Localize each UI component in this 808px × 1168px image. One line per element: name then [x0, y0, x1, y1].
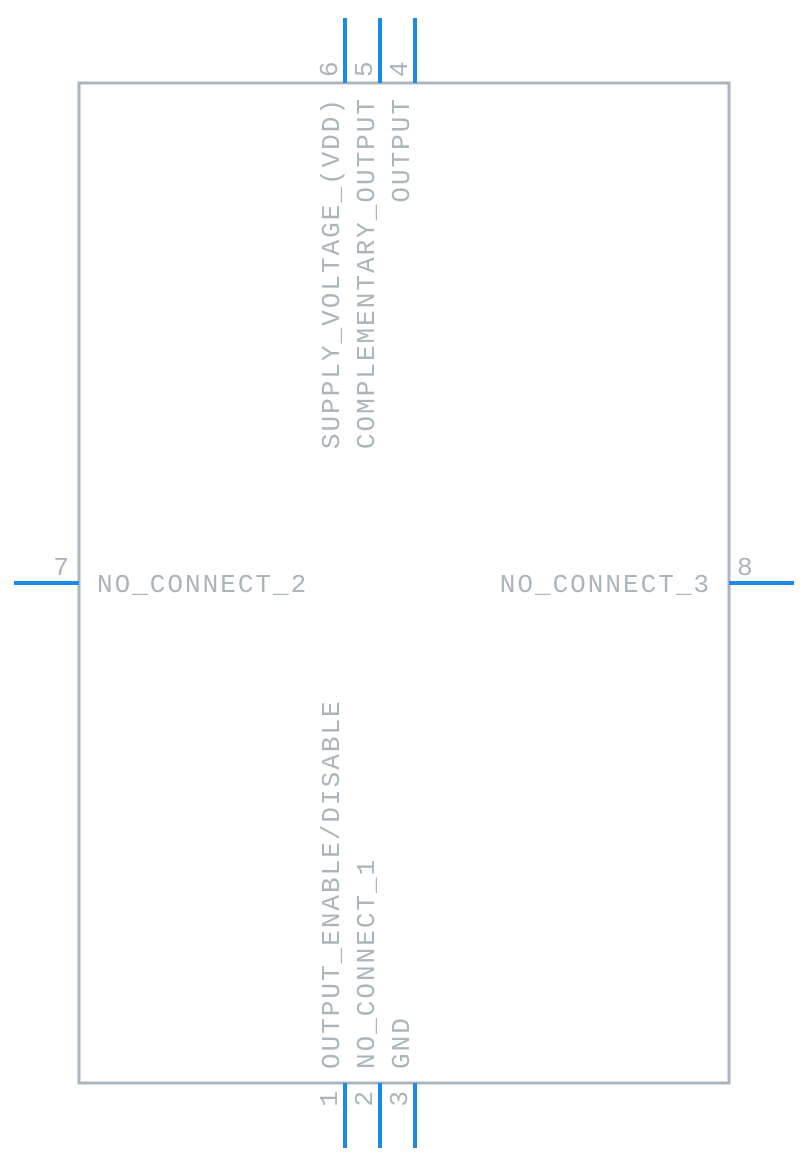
pin-number: 1 [315, 1089, 345, 1107]
pin-label: OUTPUT [387, 97, 417, 203]
pin-label: SUPPLY_VOLTAGE_(VDD) [317, 97, 347, 449]
pin-number: 6 [315, 59, 345, 77]
pin-4: 4 OUTPUT [385, 18, 417, 203]
schematic-symbol: 7 NO_CONNECT_2 8 NO_CONNECT_3 6 SUPPLY_VOLTAG… [0, 0, 808, 1168]
pin-label: GND [387, 1016, 417, 1069]
pin-number: 5 [350, 59, 380, 77]
pin-number: 2 [350, 1089, 380, 1107]
pin-8: 8 NO_CONNECT_3 [500, 553, 794, 600]
pins-group: 7 NO_CONNECT_2 8 NO_CONNECT_3 6 SUPPLY_VOLTAG… [14, 18, 794, 1148]
pin-number: 4 [385, 59, 415, 77]
pin-number: 3 [385, 1089, 415, 1107]
pin-2: 2 NO_CONNECT_1 [350, 858, 382, 1148]
pin-label: NO_CONNECT_3 [500, 570, 711, 600]
pin-label: NO_CONNECT_2 [97, 570, 308, 600]
pin-label: OUTPUT_ENABLE/DISABLE [317, 699, 347, 1069]
pin-label: COMPLEMENTARY_OUTPUT [352, 97, 382, 449]
pin-number: 8 [737, 553, 755, 583]
pin-label: NO_CONNECT_1 [352, 858, 382, 1069]
pin-7: 7 NO_CONNECT_2 [14, 553, 308, 600]
pin-1: 1 OUTPUT_ENABLE/DISABLE [315, 699, 347, 1148]
pin-number: 7 [53, 553, 71, 583]
